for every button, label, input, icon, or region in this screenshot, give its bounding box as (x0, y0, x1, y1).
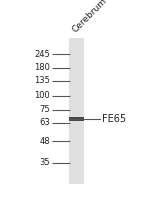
Text: 63: 63 (39, 118, 50, 127)
Text: 245: 245 (34, 50, 50, 59)
Text: 135: 135 (34, 77, 50, 85)
Text: 100: 100 (34, 91, 50, 100)
Text: FE65: FE65 (102, 114, 127, 124)
Text: 180: 180 (34, 63, 50, 72)
Text: 35: 35 (39, 158, 50, 167)
Bar (69, 39, 84, 184)
Text: 75: 75 (39, 105, 50, 114)
Bar (69, 117, 84, 121)
Text: Cerebrum: Cerebrum (70, 0, 109, 34)
Text: 48: 48 (39, 137, 50, 146)
